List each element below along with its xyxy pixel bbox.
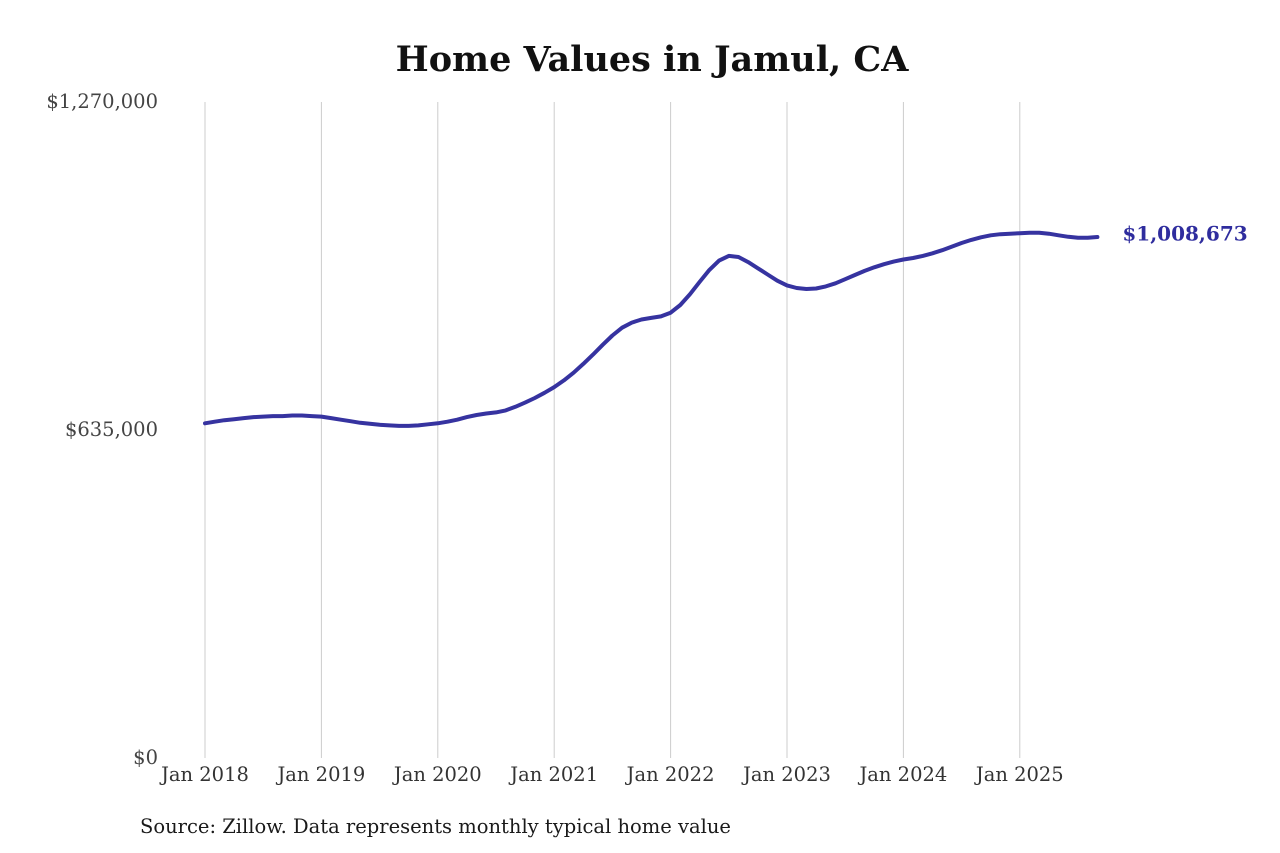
end-value-label: $1,008,673 (1122, 222, 1247, 246)
x-axis-label: Jan 2020 (392, 763, 482, 786)
gridlines (204, 102, 1021, 758)
x-axis-label: Jan 2025 (974, 763, 1064, 786)
x-axis-labels: Jan 2018 Jan 2019 Jan 2020 Jan 2021 Jan 2022… (159, 763, 1064, 786)
x-axis-label: Jan 2018 (159, 763, 249, 786)
x-axis-label: Jan 2022 (625, 763, 715, 786)
x-axis-label: Jan 2024 (857, 763, 947, 786)
y-axis-label-top: $1,270,000 (46, 90, 158, 113)
x-axis-label: Jan 2023 (741, 763, 831, 786)
source-note: Source: Zillow. Data represents monthly … (140, 815, 731, 838)
y-axis-label-zero: $0 (133, 746, 158, 769)
y-axis-label-middle: $635,000 (65, 418, 158, 441)
x-axis-label: Jan 2021 (508, 763, 598, 786)
x-axis-label: Jan 2019 (275, 763, 365, 786)
value-line (203, 230, 1100, 428)
chart-title: Home Values in Jamul, CA (396, 39, 910, 80)
